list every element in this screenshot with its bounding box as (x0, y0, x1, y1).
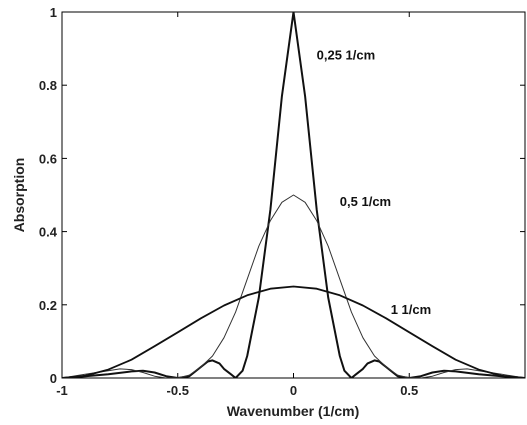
x-tick-label: 0.5 (400, 383, 418, 398)
y-axis-label: Absorption (11, 158, 27, 233)
x-tick-label: -0.5 (167, 383, 189, 398)
y-tick-label: 0.6 (39, 151, 57, 166)
x-axis-label: Wavenumber (1/cm) (227, 403, 360, 419)
y-tick-label: 0.4 (39, 225, 58, 240)
series-layer (62, 12, 525, 378)
x-tick-label: 0 (290, 383, 297, 398)
series-annotation: 0,25 1/cm (317, 48, 376, 63)
x-tick-label: -1 (56, 383, 68, 398)
series-line-3 (62, 285, 525, 378)
series-annotation: 0,5 1/cm (340, 194, 391, 209)
annotation-layer: 0,25 1/cm 0,5 1/cm 1 1/cm (317, 48, 432, 317)
y-tick-label: 0 (50, 371, 57, 386)
series-annotation: 1 1/cm (391, 302, 431, 317)
y-tick-label: 1 (50, 5, 57, 20)
y-tick-label: 0.2 (39, 298, 57, 313)
y-tick-label: 0.8 (39, 78, 57, 93)
axis-ticks: -1 -0.5 0 0.5 0 0.2 0.4 0.6 0.8 1 (39, 5, 526, 398)
series-line-2 (62, 194, 525, 378)
